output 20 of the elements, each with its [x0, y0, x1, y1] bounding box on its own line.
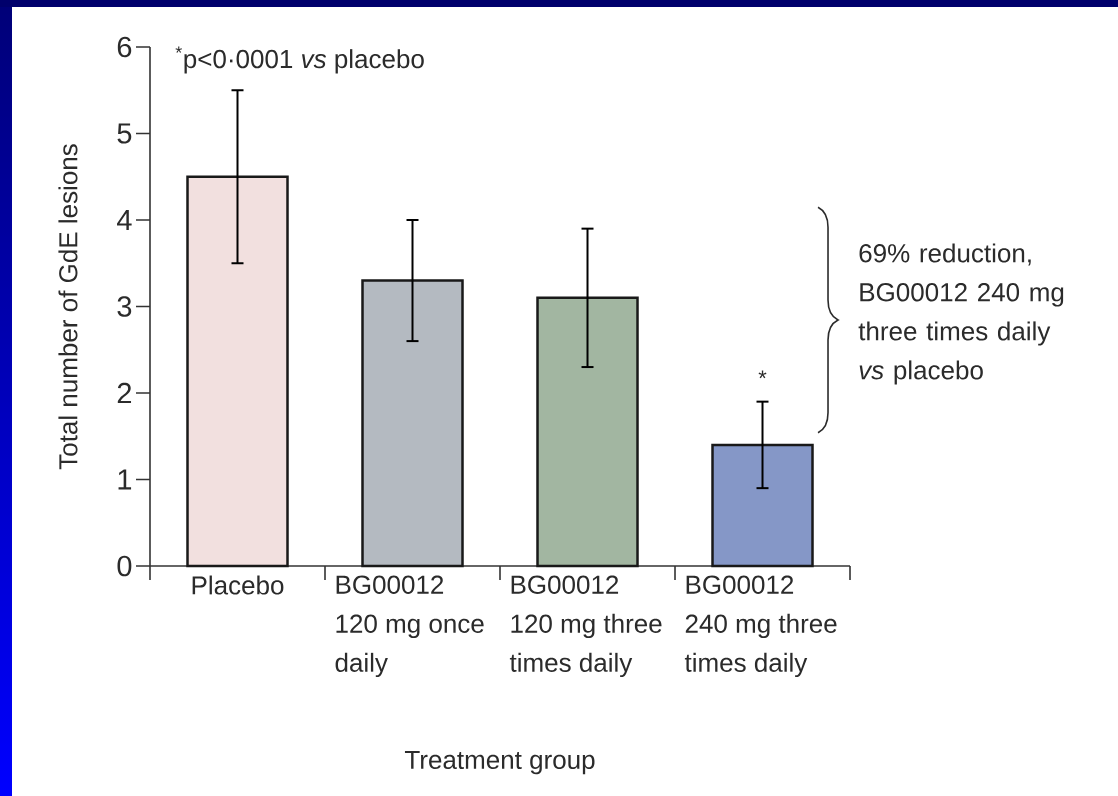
- annotation: $^{*}$p<0·0001 vs placebo: [175, 46, 424, 74]
- x-tick-label: BG00012 120 mg three times daily: [509, 575, 662, 678]
- bar: [536, 296, 639, 568]
- bar: [711, 443, 814, 568]
- annotation: *: [758, 370, 767, 379]
- x-tick-label: BG00012 120 mg once daily: [335, 575, 484, 678]
- bar: [186, 175, 289, 568]
- x-tick-label: BG00012 240 mg three times daily: [684, 575, 837, 678]
- y-tick-label: 0: [117, 555, 132, 577]
- y-tick-label: 6: [117, 36, 132, 58]
- x-tick-label: Placebo: [192, 575, 284, 595]
- bar: [361, 279, 464, 568]
- y-tick-label: 4: [117, 210, 132, 230]
- text: 69% reduction, BG00012 240 mg three times daily vs placebo: [858, 243, 1064, 385]
- y-tick-label: 1: [118, 469, 132, 490]
- y-tick-label: 2: [117, 382, 132, 404]
- y-axis-title: Total number of GdE lesions: [58, 144, 78, 470]
- x-axis-title: Treatment group: [404, 750, 595, 775]
- y-tick-label: 5: [117, 123, 132, 144]
- y-tick-label: 3: [117, 296, 132, 317]
